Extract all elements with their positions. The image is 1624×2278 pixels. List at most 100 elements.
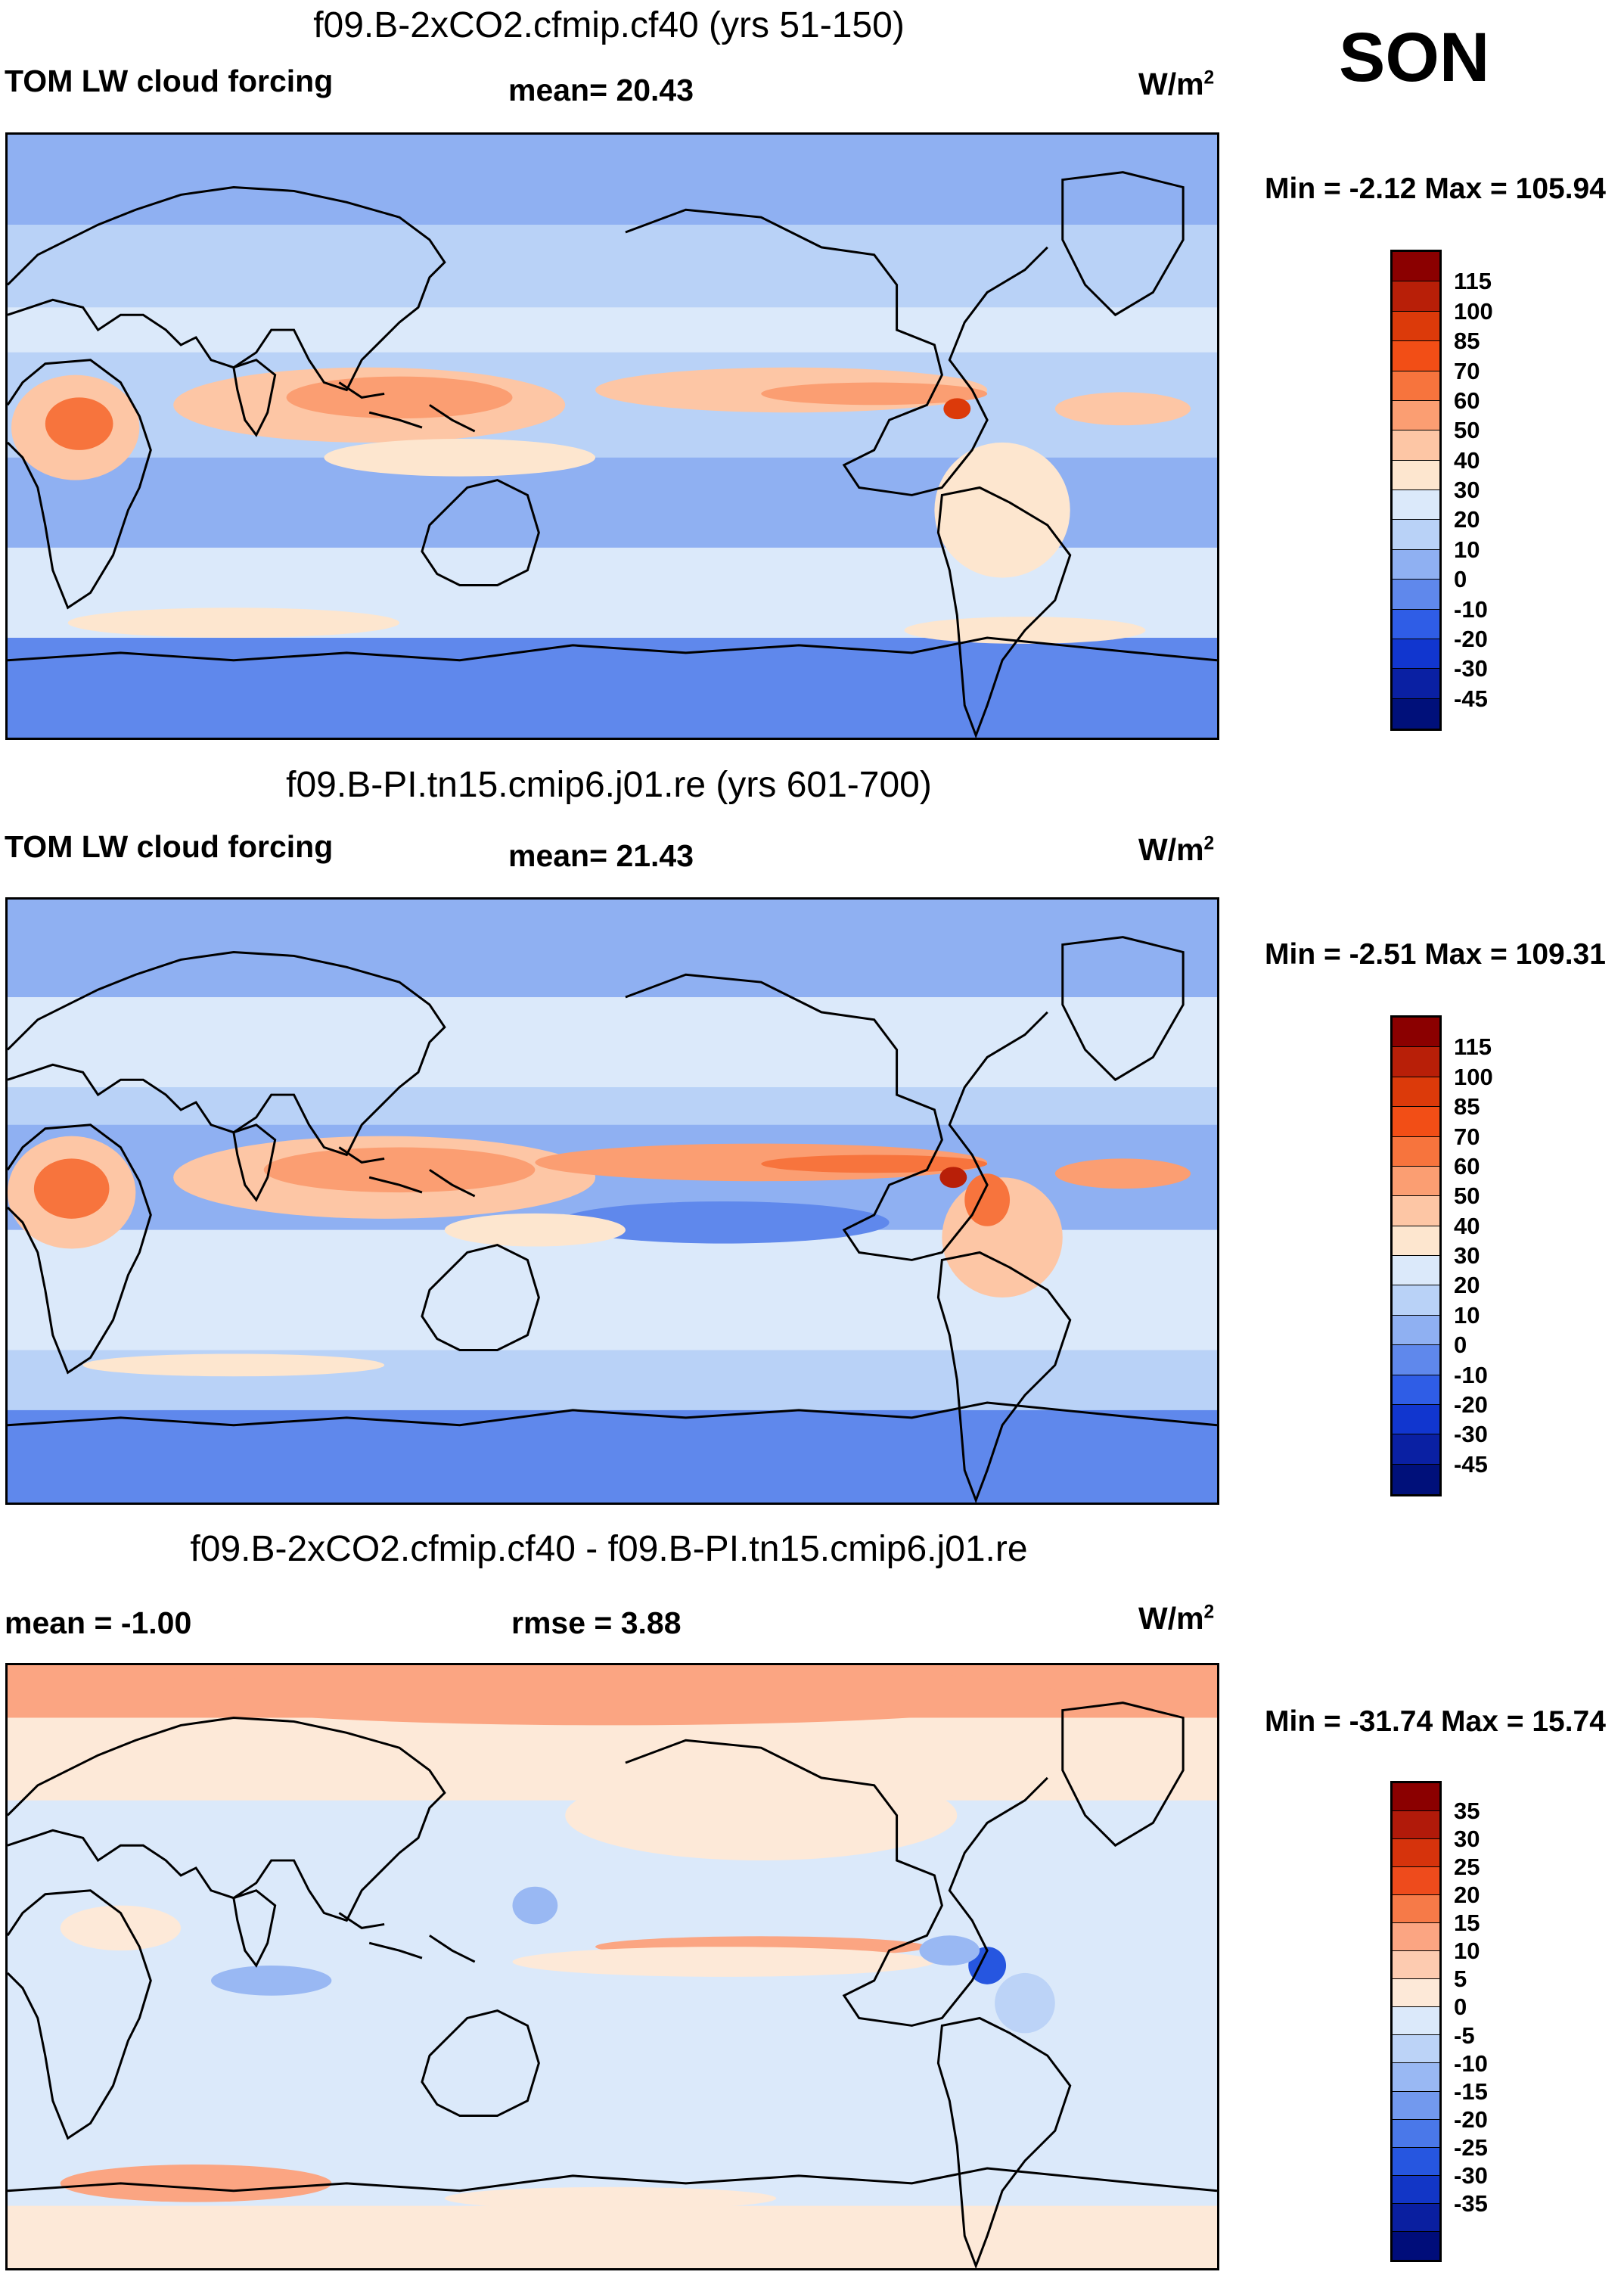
panel-3-units: W/m2 — [1138, 1601, 1215, 1636]
colorbar-tick-label: 30 — [1454, 1826, 1480, 1853]
colorbar-swatch — [1393, 2147, 1439, 2176]
colorbar-tick-label: -20 — [1454, 625, 1488, 652]
colorbar-swatch — [1393, 1839, 1439, 1868]
colorbar-tick-label: -5 — [1454, 2022, 1475, 2049]
colorbar-swatch — [1393, 460, 1439, 490]
panel-2-map — [5, 897, 1219, 1505]
colorbar-tick-label: -30 — [1454, 655, 1488, 682]
panel-3-title: f09.B-2xCO2.cfmip.cf40 - f09.B-PI.tn15.c… — [190, 1529, 1028, 1569]
colorbar-swatch — [1393, 549, 1439, 580]
colorbar-tick-label: -45 — [1454, 1450, 1488, 1478]
colorbar-tick-label: 20 — [1454, 506, 1480, 533]
colorbar-swatch — [1393, 1077, 1439, 1108]
colorbar-tick-label: -20 — [1454, 2106, 1488, 2133]
colorbar-swatch — [1393, 1047, 1439, 1077]
colorbar-tick-label: 50 — [1454, 1183, 1480, 1210]
colorbar-swatch — [1393, 1923, 1439, 1952]
colorbar-swatch — [1393, 2035, 1439, 2064]
panel-2-minmax: Min = -2.51 Max = 109.31 — [1265, 938, 1606, 971]
colorbar-swatch — [1393, 2175, 1439, 2204]
colorbar-tick-label: 0 — [1454, 1994, 1467, 2021]
colorbar-tick-label: 15 — [1454, 1910, 1480, 1937]
panel-1-units: W/m2 — [1138, 67, 1215, 101]
colorbar-tick-label: 35 — [1454, 1798, 1480, 1825]
colorbar-tick-label: 10 — [1454, 536, 1480, 563]
colorbar-tick-label: -45 — [1454, 685, 1488, 712]
colorbar-tick-label: 20 — [1454, 1882, 1480, 1909]
colorbar-swatch — [1393, 1464, 1439, 1494]
panel-3-rmse-label: rmse = 3.88 — [511, 1605, 682, 1640]
colorbar-swatch — [1393, 281, 1439, 312]
panel-1-mean-label: mean= 20.43 — [508, 73, 694, 107]
colorbar-swatch — [1393, 580, 1439, 610]
panel-1-title: f09.B-2xCO2.cfmip.cf40 (yrs 51-150) — [313, 5, 905, 45]
colorbar-swatch — [1393, 1166, 1439, 1197]
colorbar-swatch — [1393, 669, 1439, 699]
colorbar-swatch — [1393, 1196, 1439, 1226]
colorbar-swatch — [1393, 2203, 1439, 2232]
colorbar-tick-label: 85 — [1454, 328, 1480, 355]
colorbar-swatch — [1393, 1811, 1439, 1840]
colorbar-swatch — [1393, 520, 1439, 550]
colorbar-swatch — [1393, 1018, 1439, 1048]
colorbar-tick-label: 50 — [1454, 417, 1480, 444]
colorbar-swatch — [1393, 371, 1439, 401]
season-label: SON — [1339, 19, 1490, 96]
colorbar-swatch — [1393, 2091, 1439, 2120]
colorbar-tick-label: -25 — [1454, 2133, 1488, 2161]
panel-2-title: f09.B-PI.tn15.cmip6.j01.re (yrs 601-700) — [286, 765, 932, 805]
colorbar-tick-label: -10 — [1454, 595, 1488, 623]
colorbar-swatch — [1393, 2231, 1439, 2260]
colorbar-tick-label: 10 — [1454, 1301, 1480, 1329]
colorbar-tick-label: 60 — [1454, 1152, 1480, 1179]
colorbar-swatch — [1393, 1404, 1439, 1435]
colorbar-tick-label: 0 — [1454, 1332, 1467, 1359]
panel-2-mean-label: mean= 21.43 — [508, 838, 694, 873]
colorbar-swatch — [1393, 1895, 1439, 1924]
colorbar-swatch — [1393, 1315, 1439, 1346]
panel-1-colorbar — [1390, 250, 1442, 731]
colorbar-swatch — [1393, 1951, 1439, 1980]
colorbar-tick-label: -30 — [1454, 1421, 1488, 1448]
colorbar-tick-label: -15 — [1454, 2078, 1488, 2105]
colorbar-tick-label: 40 — [1454, 446, 1480, 474]
colorbar-swatch — [1393, 1345, 1439, 1375]
panel-1-variable-label: TOM LW cloud forcing — [5, 64, 334, 98]
colorbar-tick-label: 70 — [1454, 357, 1480, 384]
colorbar-tick-label: 20 — [1454, 1272, 1480, 1299]
colorbar-swatch — [1393, 400, 1439, 431]
colorbar-swatch — [1393, 1434, 1439, 1465]
colorbar-tick-label: -35 — [1454, 2189, 1488, 2217]
colorbar-tick-label: 0 — [1454, 566, 1467, 593]
colorbar-tick-label: -10 — [1454, 2050, 1488, 2077]
colorbar-swatch — [1393, 1226, 1439, 1256]
colorbar-swatch — [1393, 341, 1439, 371]
colorbar-swatch — [1393, 252, 1439, 282]
colorbar-swatch — [1393, 609, 1439, 639]
colorbar-swatch — [1393, 430, 1439, 461]
colorbar-swatch — [1393, 698, 1439, 729]
panel-1-minmax: Min = -2.12 Max = 105.94 — [1265, 172, 1606, 205]
colorbar-tick-label: -20 — [1454, 1391, 1488, 1418]
colorbar-tick-label: 30 — [1454, 477, 1480, 503]
colorbar-tick-label: 85 — [1454, 1093, 1480, 1120]
colorbar-swatch — [1393, 639, 1439, 670]
colorbar-tick-label: 10 — [1454, 1938, 1480, 1965]
colorbar-swatch — [1393, 1285, 1439, 1316]
colorbar-swatch — [1393, 1256, 1439, 1286]
panel-3-mean-label: mean = -1.00 — [5, 1605, 192, 1640]
panel-1-map — [5, 132, 1219, 740]
panel-2-units: W/m2 — [1138, 832, 1215, 867]
colorbar-swatch — [1393, 1979, 1439, 2008]
colorbar-tick-label: 30 — [1454, 1242, 1480, 1269]
colorbar-tick-label: -30 — [1454, 2161, 1488, 2189]
colorbar-swatch — [1393, 311, 1439, 342]
colorbar-swatch — [1393, 2119, 1439, 2148]
colorbar-tick-label: 115 — [1454, 1033, 1492, 1061]
panel-3-minmax: Min = -31.74 Max = 15.74 — [1265, 1705, 1606, 1738]
colorbar-swatch — [1393, 490, 1439, 521]
panel-2-variable-label: TOM LW cloud forcing — [5, 829, 334, 864]
colorbar-swatch — [1393, 1867, 1439, 1896]
colorbar-swatch — [1393, 1375, 1439, 1405]
colorbar-tick-label: -10 — [1454, 1361, 1488, 1388]
